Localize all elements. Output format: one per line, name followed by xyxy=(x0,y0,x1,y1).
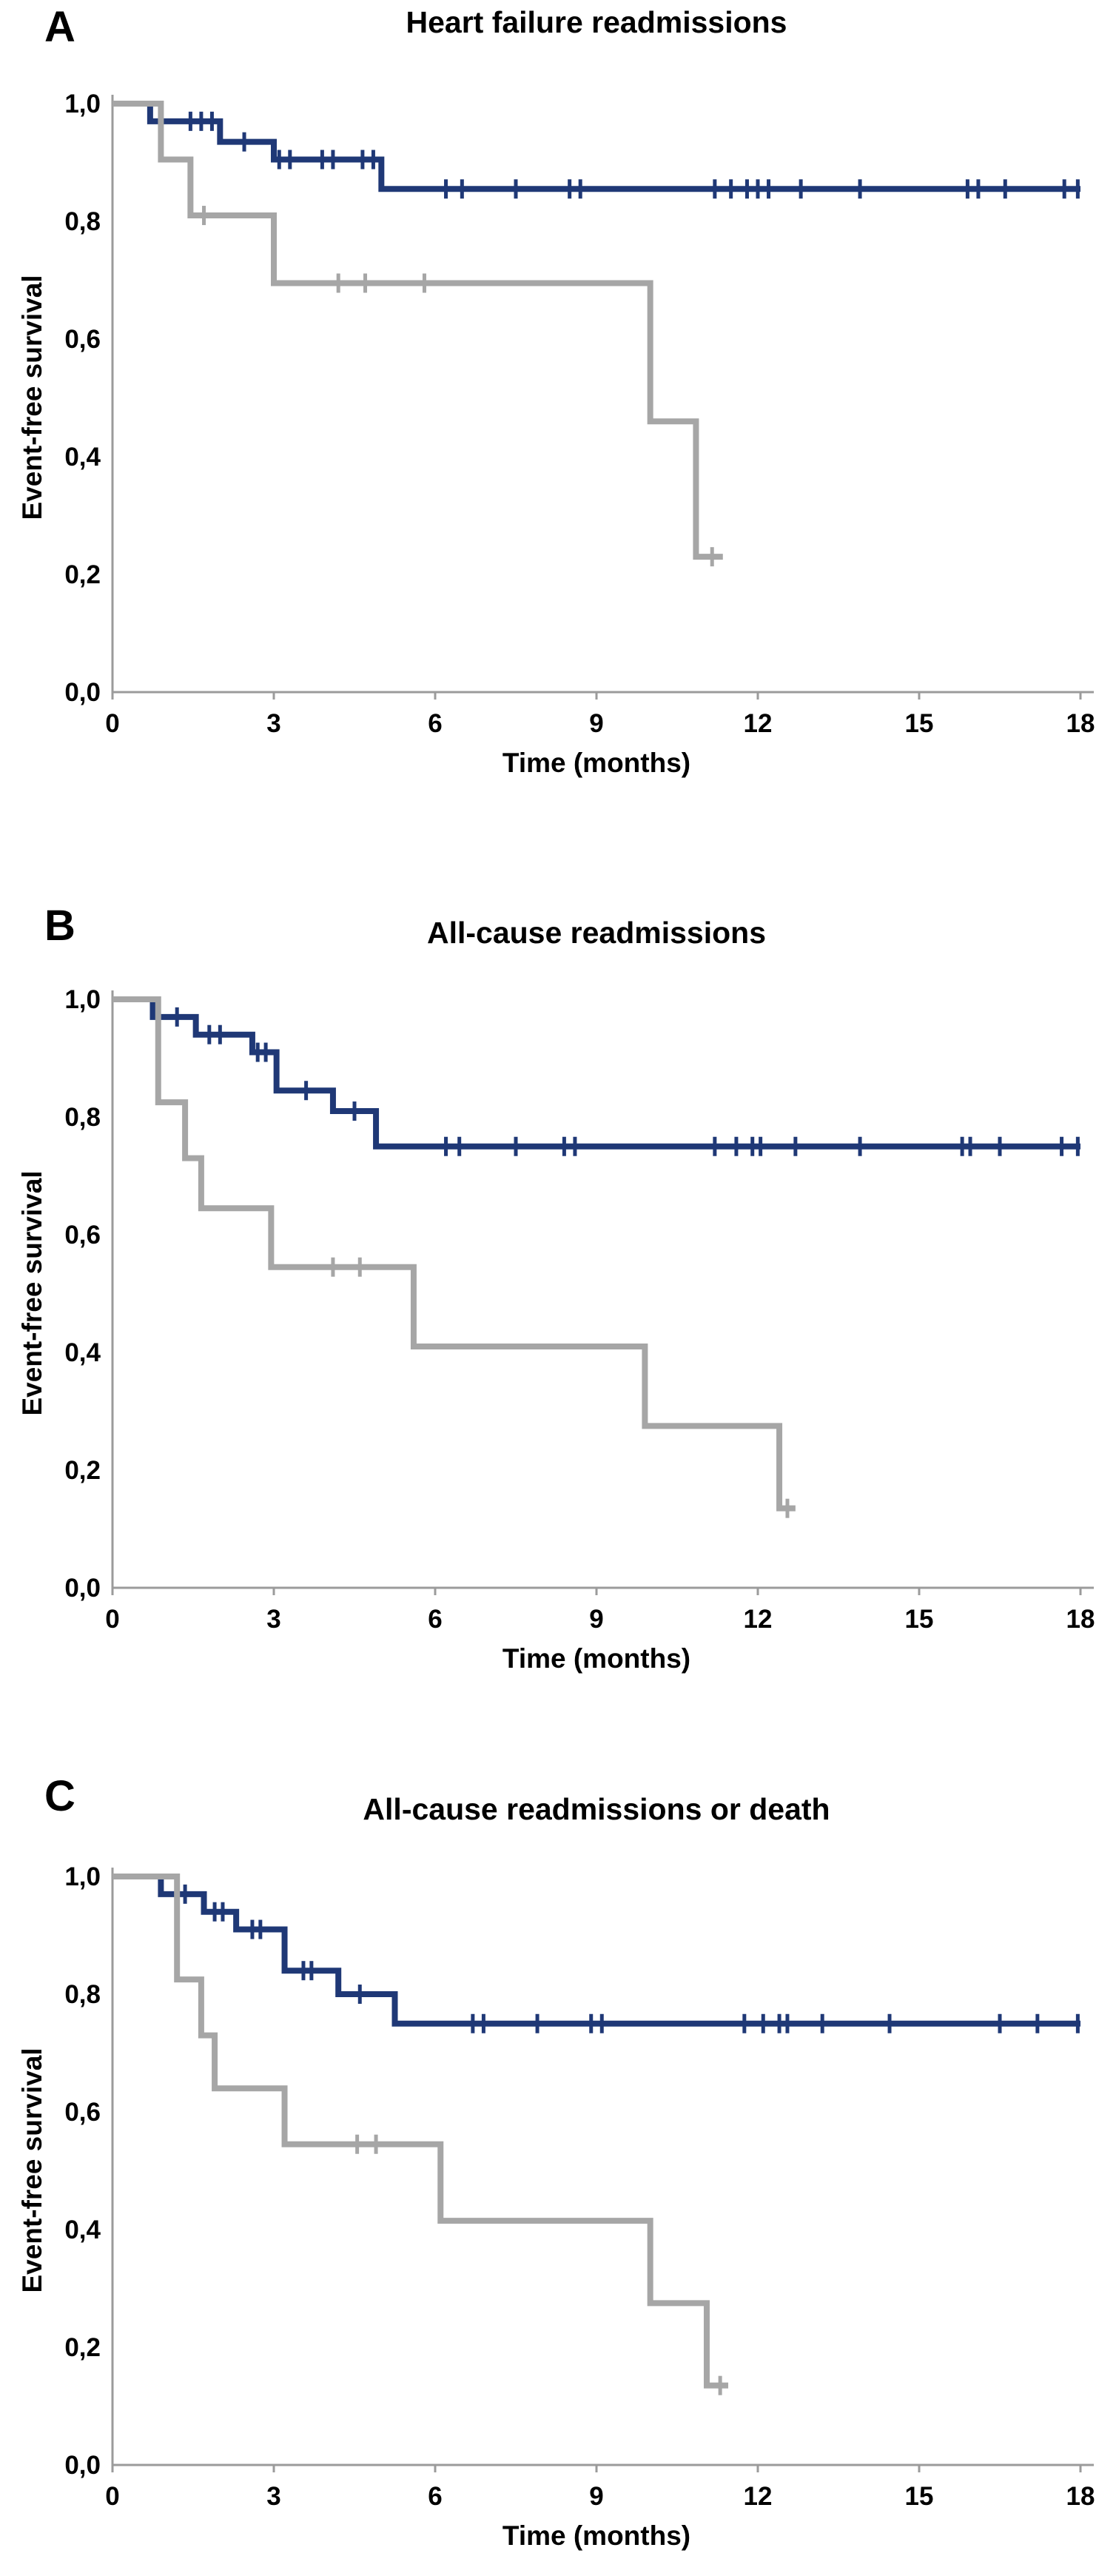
panel-title-b: All-cause readmissions xyxy=(426,916,767,950)
panel-letter-b: B xyxy=(44,902,75,950)
y-tick-label: 0,4 xyxy=(64,1338,101,1367)
y-tick-label: 0,4 xyxy=(64,443,101,472)
x-tick-label: 12 xyxy=(744,2482,773,2511)
panel-all-cause-readmissions-or-death: 0 3 6 9 12 15 18 1,0 0,8 0,6 0,4 0,2 0,0 C All-cause… xyxy=(0,1717,1116,2576)
x-tick-label: 18 xyxy=(1066,2482,1095,2511)
y-tick-label: 0,8 xyxy=(64,207,101,236)
y-tick-label: 0,0 xyxy=(64,2451,101,2480)
y-tick-label: 0,6 xyxy=(64,1221,101,1250)
y-axis-title-a: Event-free survival xyxy=(17,275,47,520)
x-tick-label: 6 xyxy=(428,2482,442,2511)
survival-curve-gray-group xyxy=(112,101,723,560)
x-tick-label: 0 xyxy=(105,1605,119,1634)
x-tick-label: 3 xyxy=(266,2482,280,2511)
x-tick-label: 15 xyxy=(905,2482,934,2511)
x-axis-title-b: Time (months) xyxy=(502,1643,691,1674)
y-tick-label: 0,0 xyxy=(64,678,101,707)
y-tick-label: 1,0 xyxy=(64,90,101,118)
km-plot-a: 0 3 6 9 12 15 18 1,0 0,8 0,6 0,4 0,2 0,0 xyxy=(64,90,1095,738)
panel-title-a: Heart failure readmissions xyxy=(406,5,787,39)
survival-curve-gray-group xyxy=(112,1874,729,2389)
survival-curve-navy-group xyxy=(112,1874,1080,2027)
x-tick-label: 18 xyxy=(1066,1605,1095,1634)
panel-heart-failure-readmissions: 0 3 6 9 12 15 18 1,0 0,8 0,6 0,4 0,2 0,0 A Heart fai… xyxy=(0,0,1116,859)
survival-curve-navy-group xyxy=(112,996,1080,1150)
y-axis-title-c: Event-free survival xyxy=(17,2047,47,2293)
x-tick-label: 12 xyxy=(744,1605,773,1634)
x-tick-label: 6 xyxy=(428,709,442,738)
survival-curve-gray-group xyxy=(112,996,796,1512)
y-tick-label: 0,6 xyxy=(64,325,101,354)
panel-letter-a: A xyxy=(44,3,75,51)
km-plot-c: 0 3 6 9 12 15 18 1,0 0,8 0,6 0,4 0,2 0,0 xyxy=(64,1862,1095,2511)
panel-title-c: All-cause readmissions or death xyxy=(363,1792,830,1826)
x-tick-label: 3 xyxy=(266,1605,280,1634)
y-axis-title-b: Event-free survival xyxy=(17,1170,47,1416)
y-tick-label: 0,8 xyxy=(64,1980,101,2009)
x-tick-label: 6 xyxy=(428,1605,442,1634)
y-tick-label: 0,0 xyxy=(64,1574,101,1603)
x-tick-label: 18 xyxy=(1066,709,1095,738)
x-tick-label: 12 xyxy=(744,709,773,738)
panel-all-cause-readmissions: 0 3 6 9 12 15 18 1,0 0,8 0,6 0,4 0,2 0,0 B All-cause… xyxy=(0,859,1116,1717)
y-tick-label: 1,0 xyxy=(64,985,101,1014)
y-tick-label: 0,2 xyxy=(64,1456,101,1485)
y-tick-label: 0,8 xyxy=(64,1103,101,1132)
y-tick-label: 0,6 xyxy=(64,2098,101,2127)
km-plot-b: 0 3 6 9 12 15 18 1,0 0,8 0,6 0,4 0,2 0,0 xyxy=(64,985,1095,1634)
x-tick-label: 9 xyxy=(589,1605,603,1634)
y-tick-label: 1,0 xyxy=(64,1862,101,1891)
x-tick-label: 15 xyxy=(905,1605,934,1634)
x-axis-title-c: Time (months) xyxy=(502,2520,691,2551)
x-tick-label: 0 xyxy=(105,709,119,738)
x-tick-label: 0 xyxy=(105,2482,119,2511)
survival-curve-navy-group xyxy=(112,101,1080,192)
x-tick-label: 3 xyxy=(266,709,280,738)
x-tick-label: 9 xyxy=(589,709,603,738)
y-tick-label: 0,4 xyxy=(64,2216,101,2244)
panel-letter-c: C xyxy=(44,1772,75,1820)
x-axis-title-a: Time (months) xyxy=(502,748,691,778)
y-tick-label: 0,2 xyxy=(64,2333,101,2362)
x-tick-label: 9 xyxy=(589,2482,603,2511)
x-tick-label: 15 xyxy=(905,709,934,738)
y-tick-label: 0,2 xyxy=(64,560,101,589)
